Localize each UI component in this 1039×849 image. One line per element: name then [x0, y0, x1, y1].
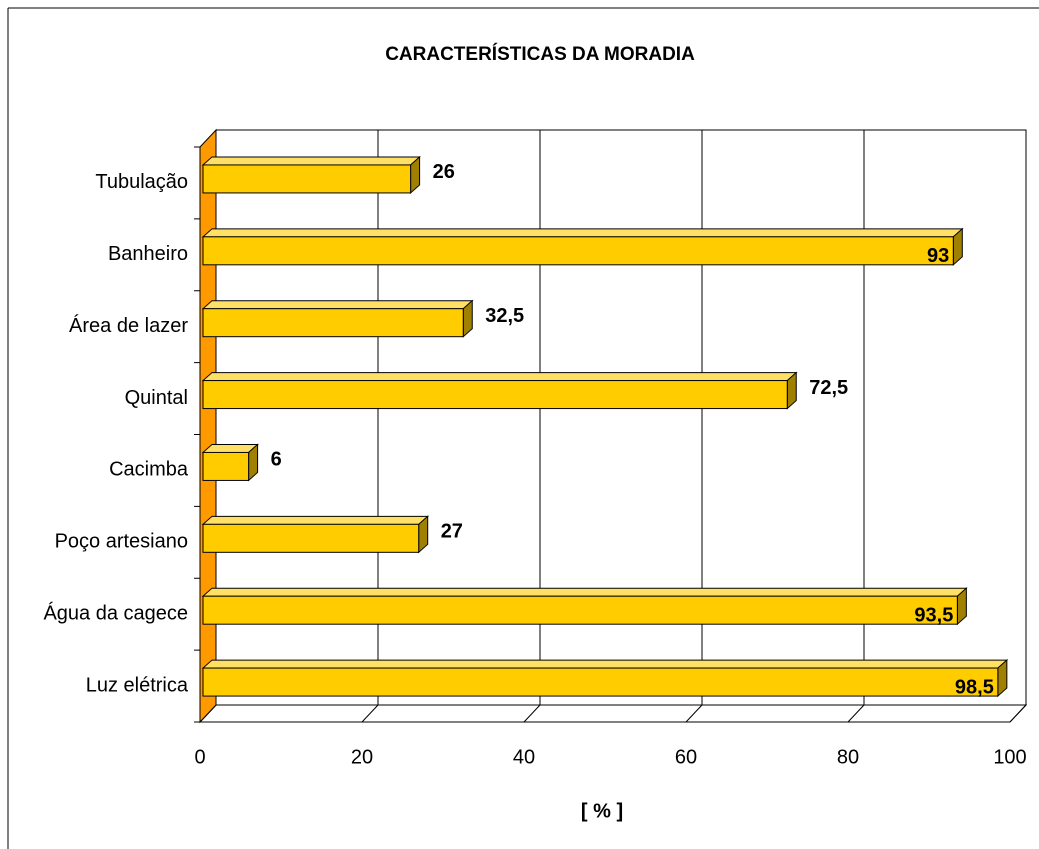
bar	[202, 451, 250, 481]
bar	[202, 236, 954, 266]
x-tick	[523, 704, 541, 723]
x-tick	[685, 704, 703, 723]
bar	[202, 667, 999, 697]
bar-top	[201, 156, 421, 166]
bar	[202, 595, 958, 625]
data-label: 93,5	[914, 604, 953, 626]
x-tick	[361, 704, 379, 723]
y-tick-label: Poço artesiano	[55, 531, 188, 553]
x-tick-label: 40	[513, 746, 535, 768]
x-tick-label: 80	[837, 746, 859, 768]
bar-top	[201, 515, 430, 525]
chart-title: CARACTERÍSTICAS DA MORADIA	[385, 43, 695, 65]
y-tick-label: Quintal	[125, 387, 188, 409]
data-label: 32,5	[485, 305, 524, 327]
x-tick	[1009, 704, 1027, 723]
y-tick-label: Tubulação	[95, 171, 188, 193]
x-tick-label: 20	[351, 746, 373, 768]
x-tick	[847, 704, 865, 723]
x-tick-label: 0	[194, 746, 205, 768]
bar	[202, 380, 788, 410]
y-tick-label: Área de lazer	[69, 314, 188, 337]
bar	[202, 308, 464, 338]
bar-top	[201, 300, 474, 310]
y-tick-label: Água da cagece	[43, 601, 188, 624]
y-tick-label: Luz elétrica	[86, 674, 189, 696]
bar-top	[201, 587, 968, 597]
bar-top	[201, 659, 1009, 669]
bar	[202, 523, 420, 553]
data-label: 72,5	[809, 377, 848, 399]
data-label: 27	[441, 521, 463, 543]
y-tick-label: Cacimba	[109, 459, 189, 481]
plot: 0 20 40 60 80 100 Tubulação 26 Banheiro 93 Área de…	[43, 128, 1028, 768]
left-wall	[199, 128, 217, 724]
data-label: 98,5	[955, 676, 994, 698]
data-label: 6	[271, 449, 282, 471]
y-tick-label: Banheiro	[108, 243, 188, 265]
data-label: 26	[433, 161, 455, 183]
bar-top	[201, 228, 964, 238]
x-axis-label: [ % ]	[581, 800, 623, 822]
x-tick-label: 60	[675, 746, 697, 768]
floor	[198, 704, 1028, 723]
bar	[202, 164, 412, 194]
data-label: 93	[927, 245, 949, 267]
bar-top	[201, 372, 798, 382]
x-tick-label: 100	[993, 746, 1026, 768]
